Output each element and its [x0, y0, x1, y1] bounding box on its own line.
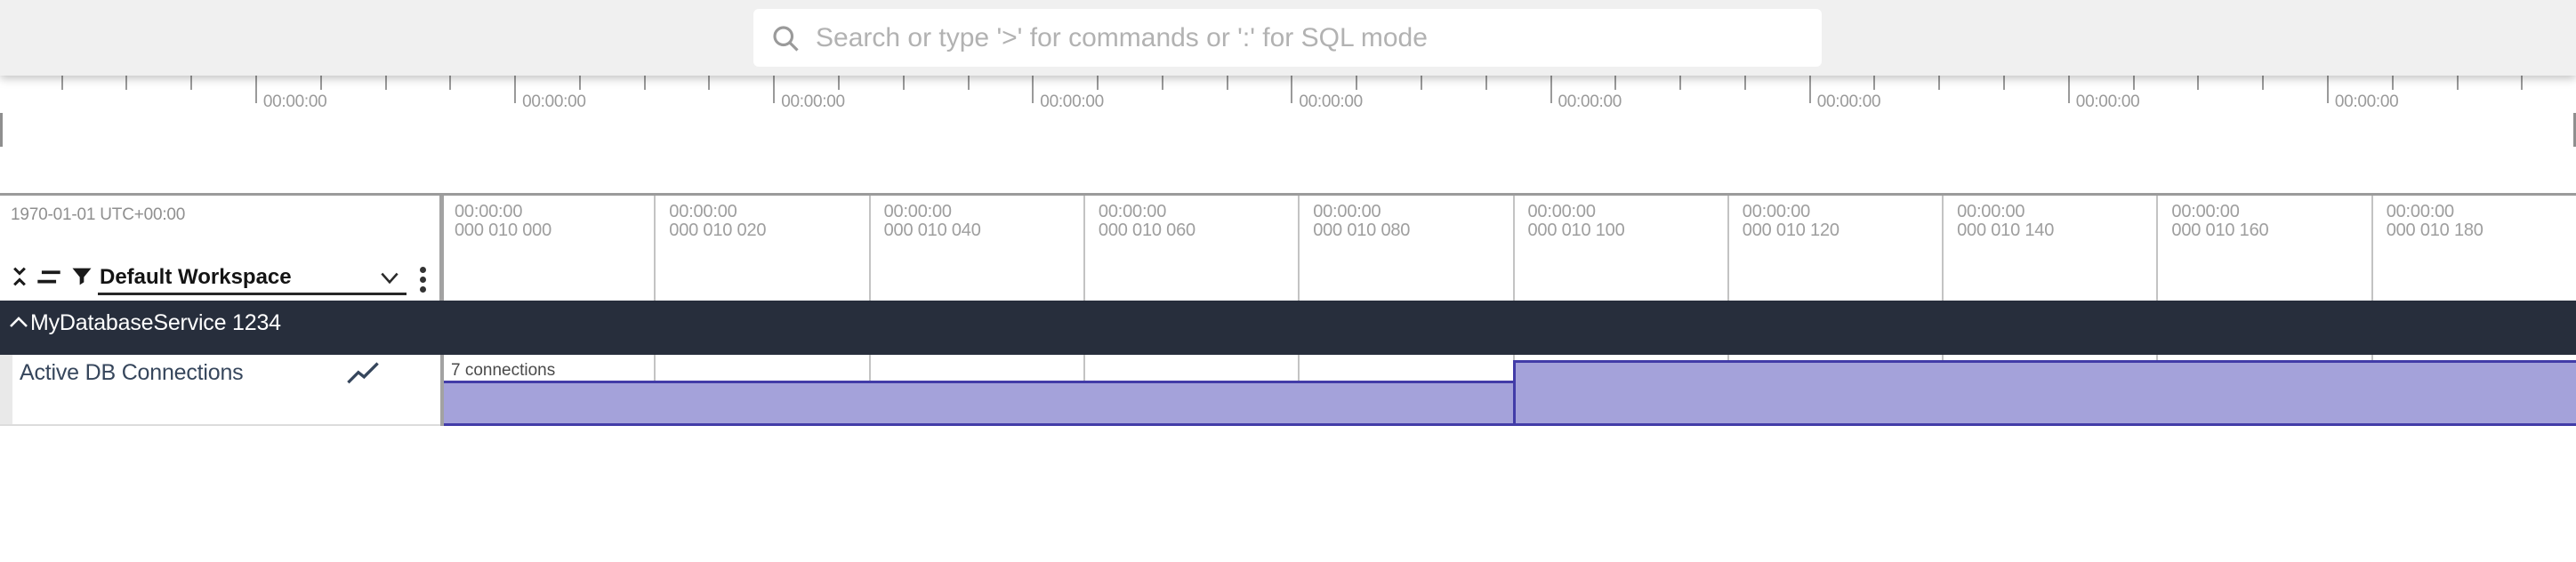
- filter-tracks-button[interactable]: [69, 264, 94, 289]
- overview-minor-tick: [384, 76, 387, 90]
- overview-minor-tick: [1421, 76, 1422, 90]
- overview-minor-tick: [967, 76, 970, 90]
- overview-minor-tick: [125, 76, 128, 90]
- overview-minor-tick: [319, 76, 322, 90]
- overview-tick-label: 00:00:00: [781, 92, 845, 111]
- time-column-label: 00:00:00 000 010 160: [2171, 202, 2269, 240]
- overview-tick-label: 00:00:00: [2075, 92, 2140, 111]
- magnifier-icon: [773, 25, 799, 52]
- time-column-label: 00:00:00 000 010 000: [455, 202, 552, 240]
- group-title: MyDatabaseService 1234: [30, 310, 281, 335]
- overview-minor-tick: [2521, 76, 2524, 90]
- overview-major-tick: [2326, 76, 2329, 103]
- workspace-menu-button[interactable]: [413, 263, 432, 295]
- overview-major-tick: [1291, 76, 1293, 103]
- track-drag-gutter[interactable]: [0, 355, 12, 424]
- overview-minor-tick: [1485, 76, 1487, 90]
- omnibox-input[interactable]: [816, 9, 1804, 67]
- overview-minor-tick: [2132, 76, 2135, 90]
- counter-value-label: 7 connections: [451, 361, 556, 380]
- workspace-select[interactable]: Default Workspace: [98, 260, 407, 295]
- overview-minor-tick: [1226, 76, 1228, 90]
- overview-minor-tick: [1743, 76, 1746, 90]
- chevron-down-icon: [381, 272, 398, 285]
- overview-minor-tick: [1873, 76, 1876, 90]
- overview-minor-tick: [902, 76, 905, 90]
- track-title: Active DB Connections: [20, 360, 244, 385]
- overview-tick-label: 00:00:00: [1299, 92, 1363, 111]
- time-column-label: 00:00:00 000 010 140: [1957, 202, 2055, 240]
- omnibox[interactable]: [753, 9, 1822, 67]
- track-shelf[interactable]: Active DB Connections: [12, 355, 440, 424]
- overview-timeline[interactable]: 00:00:00 00:00:00 00:00:00 00:00:00 00:00:00…: [0, 76, 2576, 193]
- overview-left-handle[interactable]: [0, 113, 3, 147]
- overview-major-tick: [773, 76, 776, 103]
- overview-minor-tick: [190, 76, 193, 90]
- overview-tick-label: 00:00:00: [1558, 92, 1622, 111]
- time-column-label: 00:00:00 000 010 040: [883, 202, 981, 240]
- overview-minor-tick: [708, 76, 711, 90]
- group-header-row[interactable]: MyDatabaseService 1234: [0, 301, 2576, 355]
- overview-minor-tick: [1614, 76, 1617, 90]
- time-column-label: 00:00:00 000 010 100: [1527, 202, 1625, 240]
- track-bottom-border: [0, 424, 440, 426]
- overview-minor-tick: [1679, 76, 1682, 90]
- counter-track-row: Active DB Connections 7 connections: [0, 355, 2576, 426]
- overview-major-tick: [1550, 76, 1552, 103]
- collapse-all-icon: [13, 267, 26, 286]
- overview-tick-label: 00:00:00: [1816, 92, 1881, 111]
- overview-minor-tick: [449, 76, 452, 90]
- time-column-label: 00:00:00 000 010 180: [2386, 202, 2483, 240]
- overview-major-tick: [2067, 76, 2070, 103]
- show-chart-icon: [347, 362, 379, 384]
- counter-segment-high: [1513, 360, 2576, 426]
- filter-icon: [72, 268, 92, 285]
- time-column-label: 00:00:00 000 010 060: [1098, 202, 1195, 240]
- overview-major-tick: [254, 76, 257, 103]
- overview-minor-tick: [578, 76, 581, 90]
- workspace-select-label: Default Workspace: [100, 265, 292, 289]
- overview-tick-label: 00:00:00: [2334, 92, 2399, 111]
- overview-minor-tick: [2262, 76, 2265, 90]
- overview-minor-tick: [2003, 76, 2005, 90]
- overview-minor-tick: [60, 76, 63, 90]
- time-column-label: 00:00:00 000 010 020: [669, 202, 767, 240]
- overview-major-tick: [1808, 76, 1811, 103]
- overview-major-tick: [1032, 76, 1034, 103]
- timeline-panel-border: [0, 193, 2576, 196]
- workspace-controls: Default Workspace: [0, 260, 440, 299]
- counter-canvas[interactable]: 7 connections: [440, 355, 2576, 426]
- overview-tick-label: 00:00:00: [522, 92, 586, 111]
- chevron-up-icon: [10, 317, 28, 327]
- overview-minor-tick: [1097, 76, 1099, 90]
- kebab-menu-icon: [413, 267, 432, 293]
- collapse-all-button[interactable]: [7, 263, 32, 290]
- overview-minor-tick: [643, 76, 646, 90]
- flatten-tracks-icon: [37, 270, 60, 284]
- overview-minor-tick: [838, 76, 840, 90]
- time-column-label: 00:00:00 000 010 080: [1313, 202, 1411, 240]
- flatten-tracks-button[interactable]: [36, 268, 62, 287]
- time-column-label: 00:00:00 000 010 120: [1742, 202, 1839, 240]
- trace-date-label: 1970-01-01 UTC+00:00: [11, 205, 186, 224]
- overview-minor-tick: [1356, 76, 1358, 90]
- topbar: [0, 0, 2576, 76]
- overview-minor-tick: [2391, 76, 2394, 90]
- overview-minor-tick: [1161, 76, 1163, 90]
- overview-minor-tick: [2456, 76, 2459, 90]
- overview-tick-label: 00:00:00: [262, 92, 327, 111]
- overview-minor-tick: [2197, 76, 2200, 90]
- time-grid[interactable]: 00:00:00 000 010 000 00:00:00 000 010 020 00…: [0, 196, 2576, 426]
- counter-segment-low: [444, 381, 1513, 426]
- overview-minor-tick: [1938, 76, 1941, 90]
- overview-right-handle[interactable]: [2573, 113, 2576, 147]
- overview-major-tick: [514, 76, 517, 103]
- overview-tick-label: 00:00:00: [1040, 92, 1104, 111]
